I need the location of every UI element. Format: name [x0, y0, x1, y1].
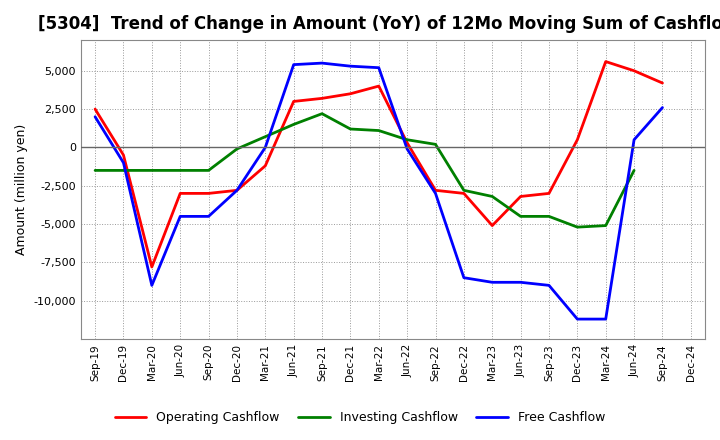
Investing Cashflow — [204, 168, 213, 173]
Free Cashflow — [459, 275, 468, 280]
Operating Cashflow — [374, 84, 383, 89]
Legend: Operating Cashflow, Investing Cashflow, Free Cashflow: Operating Cashflow, Investing Cashflow, … — [110, 407, 610, 429]
Investing Cashflow — [91, 168, 99, 173]
Free Cashflow — [402, 147, 411, 152]
Investing Cashflow — [402, 137, 411, 143]
Investing Cashflow — [459, 188, 468, 193]
Free Cashflow — [233, 188, 241, 193]
Free Cashflow — [91, 114, 99, 119]
Free Cashflow — [204, 214, 213, 219]
Investing Cashflow — [573, 224, 582, 230]
Operating Cashflow — [346, 91, 355, 96]
Investing Cashflow — [601, 223, 610, 228]
Operating Cashflow — [261, 163, 269, 169]
Investing Cashflow — [346, 126, 355, 132]
Operating Cashflow — [119, 152, 127, 158]
Investing Cashflow — [176, 168, 184, 173]
Line: Operating Cashflow: Operating Cashflow — [95, 62, 662, 267]
Operating Cashflow — [459, 191, 468, 196]
Investing Cashflow — [630, 168, 639, 173]
Y-axis label: Amount (million yen): Amount (million yen) — [15, 124, 28, 255]
Free Cashflow — [119, 160, 127, 165]
Operating Cashflow — [544, 191, 553, 196]
Free Cashflow — [431, 191, 440, 196]
Operating Cashflow — [176, 191, 184, 196]
Operating Cashflow — [402, 140, 411, 146]
Free Cashflow — [346, 63, 355, 69]
Operating Cashflow — [516, 194, 525, 199]
Line: Free Cashflow: Free Cashflow — [95, 63, 662, 319]
Free Cashflow — [261, 145, 269, 150]
Investing Cashflow — [374, 128, 383, 133]
Investing Cashflow — [488, 194, 497, 199]
Operating Cashflow — [573, 137, 582, 143]
Free Cashflow — [148, 283, 156, 288]
Operating Cashflow — [601, 59, 610, 64]
Operating Cashflow — [204, 191, 213, 196]
Investing Cashflow — [148, 168, 156, 173]
Investing Cashflow — [119, 168, 127, 173]
Free Cashflow — [573, 316, 582, 322]
Investing Cashflow — [431, 142, 440, 147]
Free Cashflow — [630, 137, 639, 143]
Free Cashflow — [318, 60, 326, 66]
Investing Cashflow — [289, 122, 298, 127]
Operating Cashflow — [630, 68, 639, 73]
Title: [5304]  Trend of Change in Amount (YoY) of 12Mo Moving Sum of Cashflows: [5304] Trend of Change in Amount (YoY) o… — [38, 15, 720, 33]
Operating Cashflow — [318, 96, 326, 101]
Free Cashflow — [544, 283, 553, 288]
Free Cashflow — [374, 65, 383, 70]
Operating Cashflow — [233, 188, 241, 193]
Free Cashflow — [601, 316, 610, 322]
Operating Cashflow — [488, 223, 497, 228]
Free Cashflow — [658, 105, 667, 110]
Free Cashflow — [289, 62, 298, 67]
Operating Cashflow — [431, 188, 440, 193]
Operating Cashflow — [658, 81, 667, 86]
Investing Cashflow — [318, 111, 326, 116]
Free Cashflow — [516, 280, 525, 285]
Operating Cashflow — [289, 99, 298, 104]
Operating Cashflow — [148, 264, 156, 270]
Operating Cashflow — [91, 106, 99, 112]
Line: Investing Cashflow: Investing Cashflow — [95, 114, 634, 227]
Investing Cashflow — [233, 147, 241, 152]
Free Cashflow — [488, 280, 497, 285]
Free Cashflow — [176, 214, 184, 219]
Investing Cashflow — [261, 134, 269, 139]
Investing Cashflow — [516, 214, 525, 219]
Investing Cashflow — [544, 214, 553, 219]
